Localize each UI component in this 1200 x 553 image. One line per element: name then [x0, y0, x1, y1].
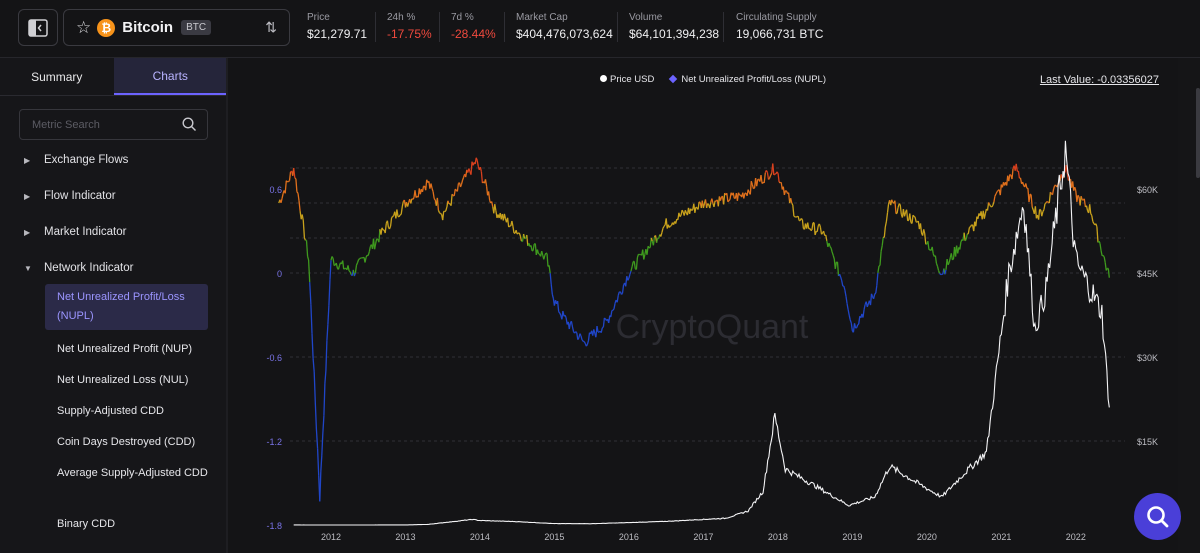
stat-circulating-supply: Circulating Supply 19,066,731 BTC — [736, 12, 823, 41]
metric-item-nul[interactable]: Net Unrealized Loss (NUL) — [57, 374, 189, 386]
panel-collapse-icon — [28, 18, 48, 37]
stat-value: -17.75% — [387, 27, 432, 41]
category-label: Flow Indicator — [44, 190, 116, 202]
bitcoin-logo-icon: ₿ — [97, 18, 116, 37]
tab-summary[interactable]: Summary — [31, 69, 83, 84]
stat-volume: Volume $64,101,394,238 — [629, 12, 719, 41]
metric-item-nupl[interactable]: Net Unrealized Profit/Loss (NUPL) — [45, 284, 208, 330]
stat-24h: 24h % -17.75% — [387, 12, 432, 41]
scrollbar-thumb[interactable] — [1196, 88, 1200, 178]
category-label: Exchange Flows — [44, 154, 129, 166]
divider — [439, 12, 440, 42]
caret-right-icon: ▶ — [24, 227, 31, 237]
legend-dot-icon — [600, 75, 607, 82]
sidebar-scrollbar[interactable] — [226, 58, 228, 553]
stat-7d: 7d % -28.44% — [451, 12, 496, 41]
asset-selector[interactable]: ☆ ₿ Bitcoin BTC ⇅ — [63, 9, 290, 46]
chart-panel — [246, 58, 1173, 553]
stat-label: Price — [307, 12, 330, 23]
divider — [375, 12, 376, 42]
divider — [617, 12, 618, 42]
sidebar-toggle-button[interactable] — [18, 9, 58, 46]
stat-value: $404,476,073,624 — [516, 27, 613, 41]
search-icon — [1146, 505, 1168, 527]
stat-price: Price $21,279.71 — [307, 12, 367, 41]
last-value-label[interactable]: Last Value: -0.03356027 — [1039, 74, 1159, 86]
divider — [504, 12, 505, 42]
stat-label: 24h % — [387, 12, 416, 23]
metric-search-input[interactable] — [20, 110, 170, 139]
stat-value: 19,066,731 BTC — [736, 27, 824, 41]
metric-item-supply-adjusted-cdd[interactable]: Supply-Adjusted CDD — [57, 405, 164, 417]
metric-item-average-supply-adjusted-cdd[interactable]: Average Supply-Adjusted CDD — [57, 467, 208, 479]
legend-item-nupl[interactable]: Net Unrealized Profit/Loss (NUPL) — [668, 74, 826, 85]
top-bar: ☆ ₿ Bitcoin BTC ⇅ Price $21,279.71 24h %… — [0, 0, 1200, 58]
category-flow-indicator[interactable]: ▶ Flow Indicator — [24, 190, 116, 202]
category-exchange-flows[interactable]: ▶ Exchange Flows — [24, 154, 128, 166]
legend-item-price[interactable]: Price USD — [600, 74, 654, 85]
ticker-badge: BTC — [181, 20, 212, 35]
metric-item-nup[interactable]: Net Unrealized Profit (NUP) — [57, 343, 193, 355]
caret-right-icon: ▶ — [24, 155, 31, 165]
divider — [723, 12, 724, 42]
page-scrollbar[interactable] — [1178, 58, 1200, 553]
metric-search — [19, 109, 208, 140]
category-market-indicator[interactable]: ▶ Market Indicator — [24, 226, 126, 238]
help-search-button[interactable] — [1134, 493, 1181, 540]
tab-charts[interactable]: Charts — [113, 58, 227, 95]
category-label: Network Indicator — [44, 262, 134, 274]
legend-label: Price USD — [610, 74, 655, 85]
sidebar: Summary Charts ▶ Exchange Flows ▶ Flow I… — [0, 58, 228, 553]
legend-label: Net Unrealized Profit/Loss (NUPL) — [681, 74, 827, 85]
chart-legend: Price USD Net Unrealized Profit/Loss (NU… — [600, 74, 826, 85]
category-network-indicator[interactable]: ▼ Network Indicator — [24, 262, 133, 274]
sidebar-tabs: Summary Charts — [0, 58, 227, 96]
swap-arrows-icon[interactable]: ⇅ — [265, 19, 277, 35]
caret-down-icon: ▼ — [24, 263, 32, 273]
stat-label: Market Cap — [516, 12, 568, 23]
metric-item-binary-cdd[interactable]: Binary CDD — [57, 518, 116, 530]
search-icon[interactable] — [182, 117, 197, 132]
stat-market-cap: Market Cap $404,476,073,624 — [516, 12, 613, 41]
metric-item-cdd[interactable]: Coin Days Destroyed (CDD) — [57, 436, 196, 448]
legend-diamond-icon — [669, 74, 678, 84]
caret-right-icon: ▶ — [24, 191, 31, 201]
asset-name: Bitcoin — [122, 19, 174, 36]
stat-label: 7d % — [451, 12, 474, 23]
stat-value: $64,101,394,238 — [629, 27, 720, 41]
stat-label: Volume — [629, 12, 663, 23]
stat-value: $21,279.71 — [307, 27, 368, 41]
stat-value: -28.44% — [451, 27, 496, 41]
category-label: Market Indicator — [44, 226, 127, 238]
stat-label: Circulating Supply — [736, 12, 817, 23]
star-icon[interactable]: ☆ — [76, 17, 92, 37]
